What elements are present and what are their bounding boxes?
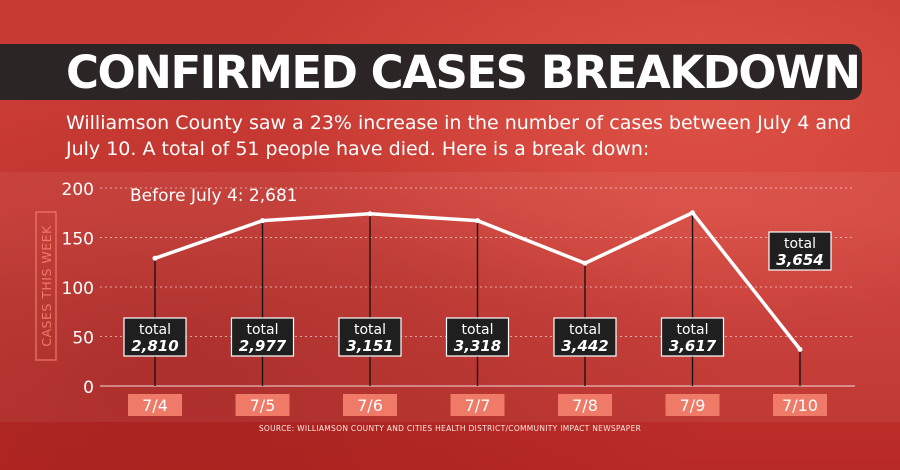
- y-tick-label: 0: [83, 378, 94, 398]
- total-word: total: [676, 322, 708, 338]
- data-point: [690, 210, 695, 216]
- y-axis-title: CASES THIS WEEK: [39, 225, 54, 347]
- y-axis: 0 50 100 150 200 CASES THIS WEEK: [35, 180, 94, 398]
- total-word: total: [139, 322, 171, 338]
- total-value: 3,442: [561, 337, 608, 355]
- drop-lines: [154, 212, 801, 386]
- x-tick-label: 7/7: [465, 396, 491, 415]
- total-value: 3,617: [669, 337, 717, 355]
- total-value: 2,810: [131, 337, 178, 355]
- x-tick-bg: [665, 394, 720, 416]
- y-tick-label: 150: [62, 230, 94, 250]
- x-tick-bg: [558, 394, 612, 416]
- total-word: total: [784, 236, 816, 252]
- y-tick-label: 200: [62, 180, 94, 200]
- source-note: SOURCE: WILLIAMSON COUNTY AND CITIES HEA…: [258, 424, 642, 433]
- total-value: 3,654: [776, 251, 823, 269]
- data-points: [152, 210, 803, 352]
- chart-background-band: [0, 172, 900, 422]
- y-axis-title-box: [35, 211, 57, 361]
- total-box-bg: [123, 317, 187, 357]
- data-point: [582, 260, 588, 266]
- total-box-bg: [338, 317, 402, 357]
- total-value: 3,151: [346, 337, 393, 355]
- x-tick-label: 7/4: [142, 396, 168, 415]
- total-word: total: [569, 322, 601, 338]
- total-box-bg: [768, 231, 832, 271]
- x-tick-label: 7/9: [680, 396, 706, 415]
- total-word: total: [354, 322, 386, 338]
- total-value: 3,318: [454, 337, 501, 355]
- total-box-bg: [553, 317, 617, 357]
- x-tick-bg: [343, 394, 397, 416]
- total-value: 2,977: [239, 337, 287, 355]
- x-tick-label: 7/8: [572, 396, 598, 415]
- title-bar: [0, 44, 862, 100]
- total-box-bg: [230, 317, 295, 357]
- total-word: total: [461, 322, 493, 338]
- x-tick-label: 7/5: [250, 396, 276, 415]
- x-tick-label: 7/6: [357, 396, 383, 415]
- total-box-bg: [445, 317, 510, 357]
- x-axis-labels: 7/4 7/5 7/6 7/7 7/8 7/9 7/10: [128, 394, 827, 416]
- y-tick-label: 50: [72, 329, 94, 349]
- x-tick-bg: [235, 394, 290, 416]
- x-tick-bg: [450, 394, 505, 416]
- data-point: [152, 255, 158, 261]
- x-tick-bg: [128, 394, 182, 416]
- x-tick-bg: [773, 394, 827, 416]
- data-point: [367, 211, 373, 217]
- y-tick-label: 100: [62, 279, 94, 299]
- x-tick-label: 7/10: [782, 396, 818, 415]
- page-title: CONFIRMED CASES BREAKDOWN: [66, 46, 861, 99]
- page-subtitle: Williamson County saw a 23% increase in …: [66, 112, 852, 160]
- data-point: [475, 218, 480, 224]
- data-point: [797, 346, 803, 352]
- total-box-bg: [660, 317, 725, 357]
- total-word: total: [246, 322, 278, 338]
- data-point: [260, 218, 265, 224]
- total-labels: total2,810total2,977total3,151total3,318…: [123, 231, 832, 357]
- before-july-annotation: Before July 4: 2,681: [130, 186, 298, 206]
